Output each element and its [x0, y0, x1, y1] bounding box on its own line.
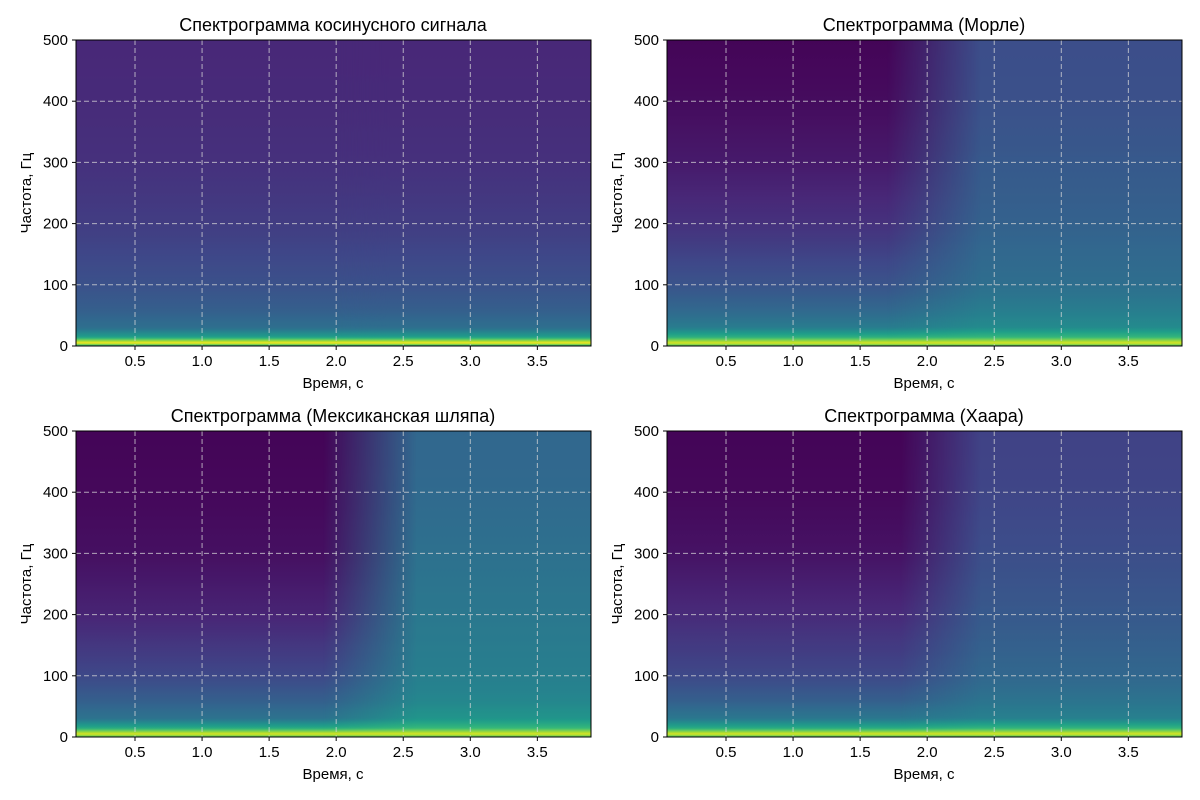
x-tick-label: 1.0 — [783, 353, 804, 370]
y-tick-label: 200 — [43, 216, 68, 233]
x-tick-label: 3.0 — [1051, 353, 1072, 370]
axes-frame — [666, 39, 1183, 347]
x-tick-label: 3.0 — [1051, 744, 1072, 761]
x-tick-label: 0.5 — [716, 353, 737, 370]
y-tick-label: 300 — [634, 545, 659, 562]
x-axis-label: Время, с — [894, 375, 955, 392]
y-tick-label: 500 — [634, 32, 659, 49]
x-tick-label: 2.0 — [917, 353, 938, 370]
x-tick-label: 3.5 — [527, 353, 548, 370]
y-tick-label: 400 — [634, 484, 659, 501]
x-tick-label: 2.0 — [326, 353, 347, 370]
y-tick-label: 100 — [634, 668, 659, 685]
x-tick-label: 0.5 — [125, 353, 146, 370]
y-tick-label: 0 — [651, 729, 659, 746]
heatmap-image — [76, 431, 591, 737]
y-tick-label: 100 — [43, 668, 68, 685]
y-tick-label: 500 — [634, 423, 659, 440]
y-tick-label: 0 — [651, 338, 659, 355]
x-axis-label: Время, с — [303, 766, 364, 783]
axes-frame — [75, 39, 592, 347]
x-tick-label: 1.5 — [259, 744, 280, 761]
heatmap-image — [667, 431, 1182, 737]
x-tick-label: 2.5 — [984, 353, 1005, 370]
x-tick-label: 3.0 — [460, 353, 481, 370]
heatmap-image — [667, 40, 1182, 346]
panel-title: Спектрограмма косинусного сигнала — [179, 15, 488, 35]
y-tick-label: 100 — [43, 277, 68, 294]
y-tick-label: 300 — [634, 154, 659, 171]
x-tick-label: 2.0 — [326, 744, 347, 761]
y-tick-label: 300 — [43, 545, 68, 562]
x-axis-label: Время, с — [894, 766, 955, 783]
y-tick-label: 0 — [60, 338, 68, 355]
y-tick-label: 300 — [43, 154, 68, 171]
heatmap-image — [76, 40, 591, 346]
x-tick-label: 1.5 — [850, 744, 871, 761]
y-tick-label: 200 — [43, 607, 68, 624]
axes-frame — [75, 430, 592, 738]
axes-frame — [666, 430, 1183, 738]
y-axis-label: Частота, Гц — [609, 543, 626, 624]
x-tick-label: 1.0 — [192, 744, 213, 761]
y-axis-label: Частота, Гц — [18, 543, 35, 624]
y-tick-label: 400 — [43, 484, 68, 501]
panel-title: Спектрограмма (Мексиканская шляпа) — [171, 406, 495, 426]
x-tick-label: 3.5 — [527, 744, 548, 761]
panel-title: Спектрограмма (Морле) — [823, 15, 1026, 35]
x-tick-label: 1.0 — [783, 744, 804, 761]
x-tick-label: 0.5 — [125, 744, 146, 761]
panel-morlet-spectrogram: Спектрограмма (Морле) Время, с Частота, … — [609, 15, 1183, 392]
x-axis-label: Время, с — [303, 375, 364, 392]
x-tick-label: 3.5 — [1118, 353, 1139, 370]
x-tick-label: 1.5 — [850, 353, 871, 370]
y-axis-label: Частота, Гц — [18, 152, 35, 233]
x-tick-label: 3.5 — [1118, 744, 1139, 761]
y-tick-label: 500 — [43, 32, 68, 49]
y-tick-label: 400 — [634, 93, 659, 110]
x-tick-label: 2.5 — [984, 744, 1005, 761]
y-tick-label: 200 — [634, 216, 659, 233]
panel-title: Спектрограмма (Хаара) — [824, 406, 1024, 426]
x-tick-label: 1.0 — [192, 353, 213, 370]
y-tick-label: 100 — [634, 277, 659, 294]
panel-mexican-hat-spectrogram: Спектрограмма (Мексиканская шляпа) Время… — [18, 406, 592, 783]
y-tick-label: 500 — [43, 423, 68, 440]
y-tick-label: 400 — [43, 93, 68, 110]
y-tick-label: 200 — [634, 607, 659, 624]
panel-cosine-spectrogram: Спектрограмма косинусного сигнала Время,… — [18, 15, 592, 392]
y-tick-label: 0 — [60, 729, 68, 746]
x-tick-label: 2.5 — [393, 744, 414, 761]
x-tick-label: 2.5 — [393, 353, 414, 370]
x-tick-label: 1.5 — [259, 353, 280, 370]
y-axis-label: Частота, Гц — [609, 152, 626, 233]
x-tick-label: 0.5 — [716, 744, 737, 761]
x-tick-label: 3.0 — [460, 744, 481, 761]
panel-haar-spectrogram: Спектрограмма (Хаара) Время, с Частота, … — [609, 406, 1183, 783]
x-tick-label: 2.0 — [917, 744, 938, 761]
